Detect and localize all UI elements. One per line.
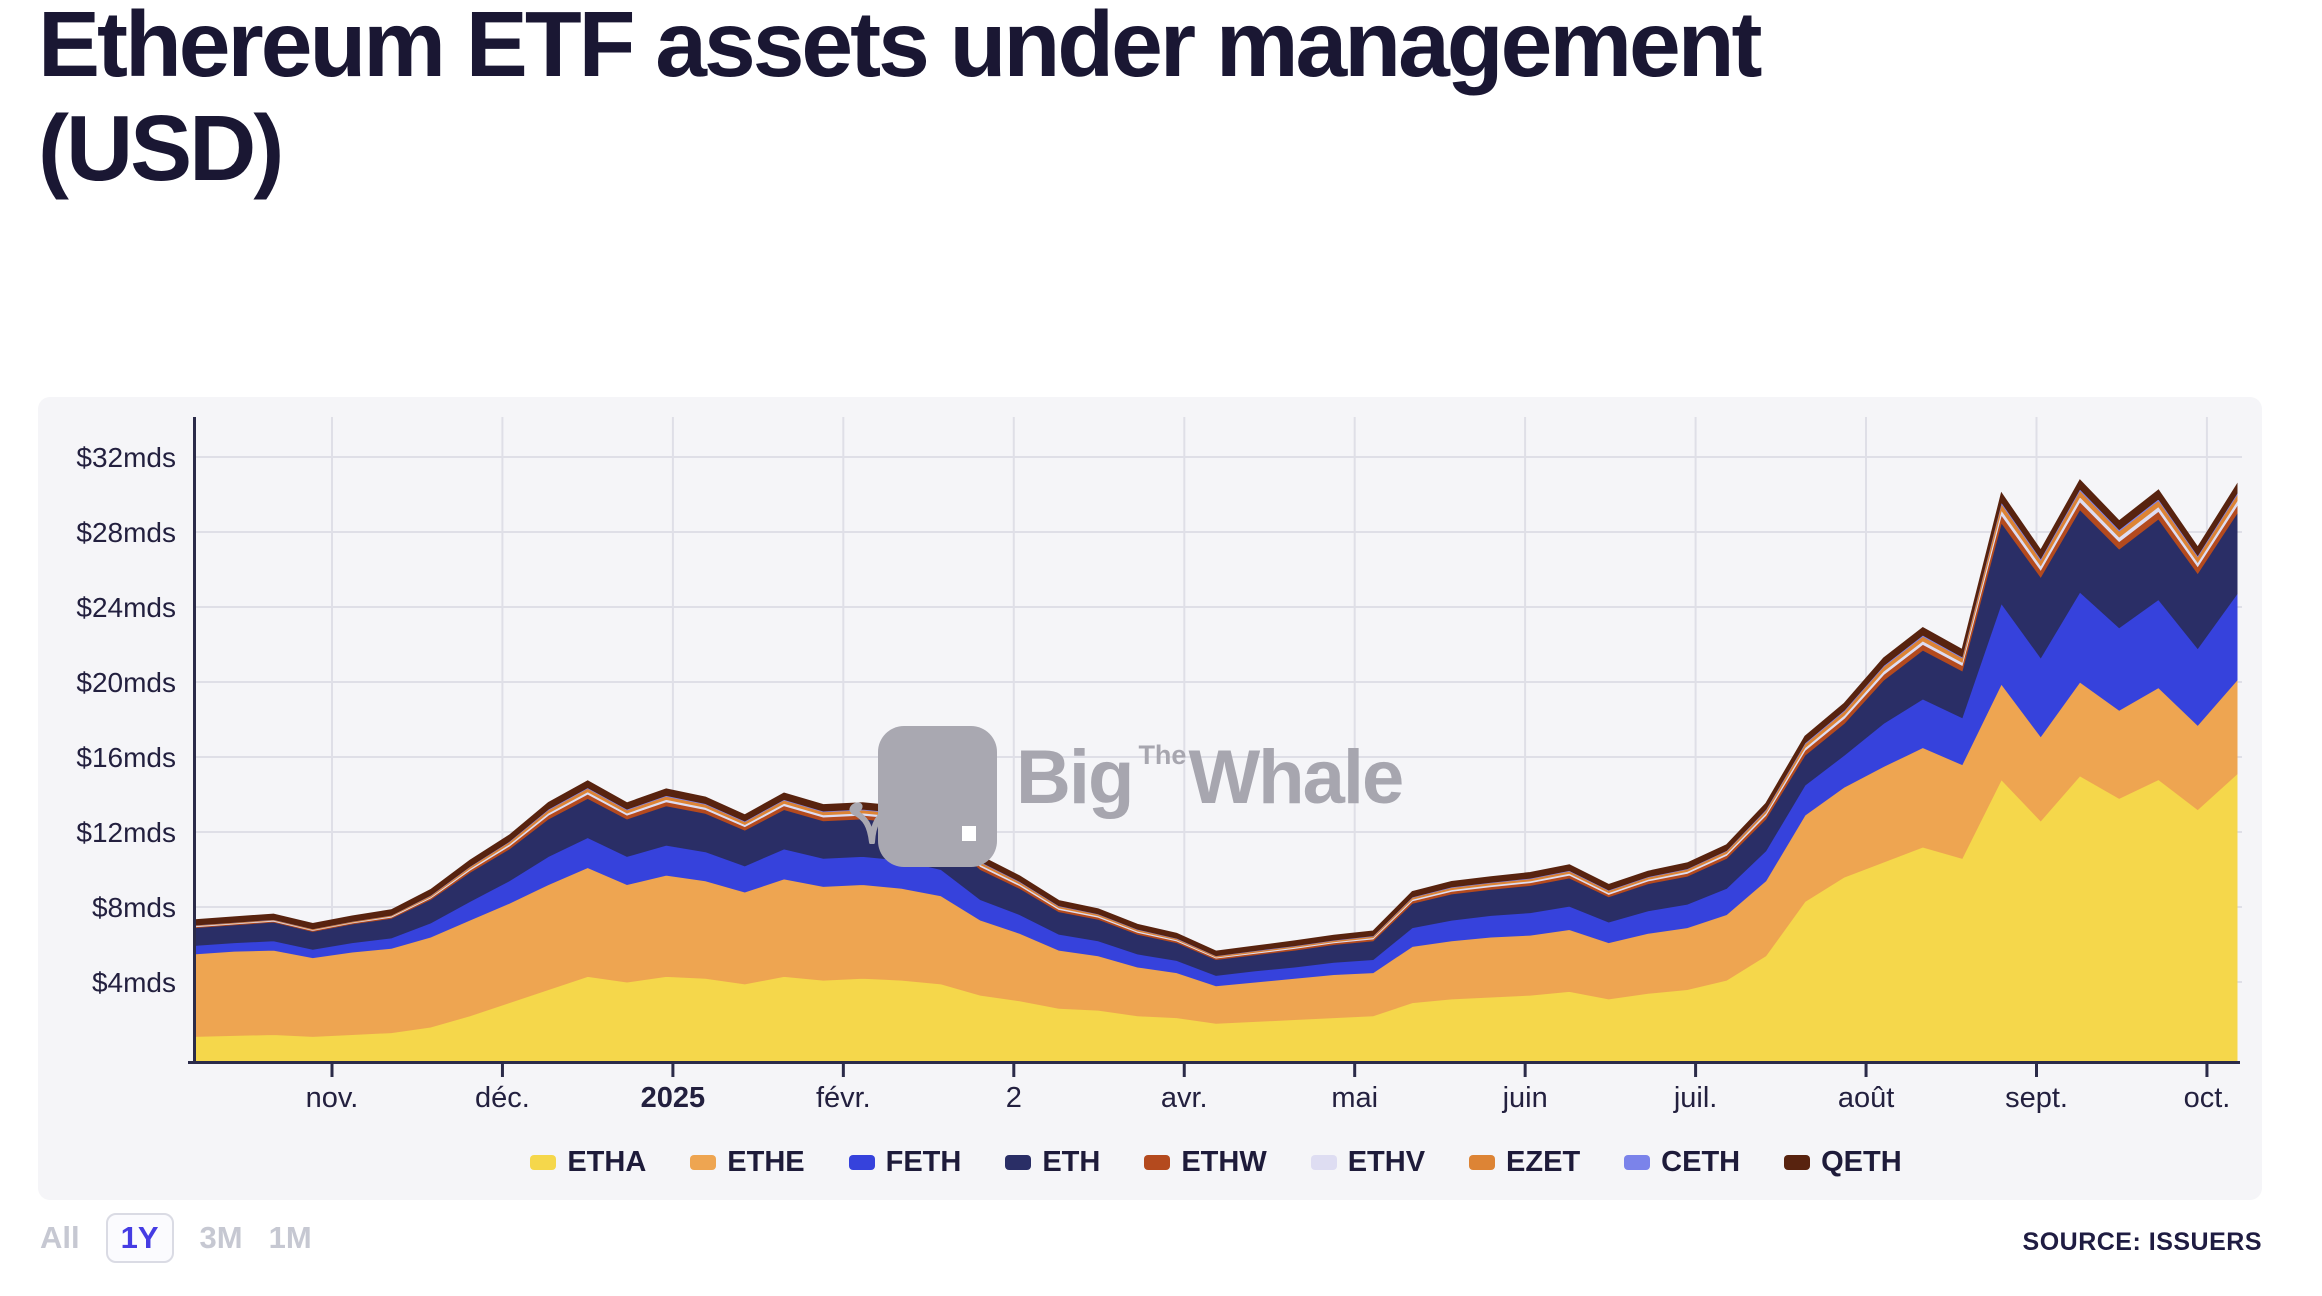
legend-swatch-ETH: [1005, 1155, 1032, 1170]
legend-item-ETHV[interactable]: ETHV: [1310, 1146, 1426, 1179]
legend-item-ETH[interactable]: ETH: [1005, 1146, 1100, 1179]
legend-label-FETH: FETH: [885, 1146, 962, 1178]
x-axis-label: nov.: [306, 1082, 359, 1114]
x-axis-label: mai: [1331, 1082, 1378, 1114]
legend-item-ETHE[interactable]: ETHE: [690, 1146, 805, 1179]
legend-label-QETH: QETH: [1821, 1146, 1902, 1178]
range-button-1m[interactable]: 1M: [268, 1220, 312, 1255]
legend-item-ETHA[interactable]: ETHA: [530, 1146, 646, 1179]
x-axis-line: [188, 1061, 2240, 1064]
page-title: Ethereum ETF assets under management (USD…: [38, 0, 2218, 200]
legend-label-ETHV: ETHV: [1347, 1146, 1426, 1178]
legend-swatch-CETH: [1624, 1155, 1651, 1170]
legend-swatch-ETHW: [1144, 1155, 1171, 1170]
legend: ETHA ETHE FETH ETH ETHW ETHV EZET CETH QETH: [195, 1146, 2237, 1179]
legend-label-EZET: EZET: [1506, 1146, 1581, 1178]
range-button-3m[interactable]: 3M: [199, 1220, 243, 1255]
source-credit: SOURCE: ISSUERS: [2022, 1228, 2262, 1256]
x-axis-label: avr.: [1161, 1082, 1208, 1114]
legend-swatch-ETHE: [690, 1155, 717, 1170]
x-axis-label: juil.: [1673, 1082, 1718, 1114]
x-axis-label: juin: [1502, 1082, 1548, 1114]
watermark-the: The: [1138, 740, 1187, 770]
legend-label-ETHA: ETHA: [567, 1146, 647, 1178]
legend-item-CETH[interactable]: CETH: [1624, 1146, 1740, 1179]
range-button-all[interactable]: All: [40, 1220, 80, 1255]
big-whale-logo-mark: [878, 726, 997, 867]
x-axis-label: 2025: [641, 1082, 706, 1114]
legend-label-ETHE: ETHE: [727, 1146, 805, 1178]
y-axis-label: $20mds: [76, 667, 176, 698]
x-axis-label: sept.: [2005, 1082, 2068, 1114]
x-axis-label: 2: [1006, 1082, 1022, 1114]
y-axis-label: $32mds: [76, 442, 176, 473]
legend-item-QETH[interactable]: QETH: [1784, 1146, 1902, 1179]
legend-swatch-FETH: [848, 1155, 875, 1170]
logo-notch: [962, 826, 976, 841]
legend-item-EZET[interactable]: EZET: [1469, 1146, 1580, 1179]
y-axis-label: $12mds: [76, 817, 176, 848]
y-axis-label: $28mds: [76, 517, 176, 548]
y-axis-label: $16mds: [76, 742, 176, 773]
legend-item-FETH[interactable]: FETH: [848, 1146, 962, 1179]
x-axis-label: oct.: [2184, 1082, 2231, 1114]
y-axis-label: $8mds: [92, 892, 176, 923]
watermark-whale: Whale: [1188, 735, 1404, 820]
legend-swatch-EZET: [1469, 1155, 1496, 1170]
legend-item-ETHW[interactable]: ETHW: [1144, 1146, 1267, 1179]
legend-swatch-ETHA: [530, 1155, 557, 1170]
big-whale-watermark: Big The Whale: [1016, 735, 1404, 820]
y-axis-line: [193, 417, 196, 1062]
y-axis-label: $24mds: [76, 592, 176, 623]
range-button-1y[interactable]: 1Y: [105, 1213, 174, 1263]
time-range-controls: All 1Y 3M 1M: [40, 1213, 312, 1263]
watermark-big: Big: [1016, 735, 1134, 820]
page-title-line2: (USD): [38, 96, 284, 201]
page-title-line1: Ethereum ETF assets under management: [38, 0, 1763, 96]
y-axis-label: $4mds: [92, 967, 176, 998]
x-axis-label: déc.: [475, 1082, 530, 1114]
legend-swatch-QETH: [1784, 1155, 1811, 1170]
legend-label-ETHW: ETHW: [1181, 1146, 1267, 1178]
legend-label-CETH: CETH: [1661, 1146, 1741, 1178]
x-axis-label: févr.: [816, 1082, 871, 1114]
x-axis-label: août: [1838, 1082, 1894, 1114]
legend-swatch-ETHV: [1310, 1155, 1337, 1170]
legend-label-ETH: ETH: [1042, 1146, 1101, 1178]
